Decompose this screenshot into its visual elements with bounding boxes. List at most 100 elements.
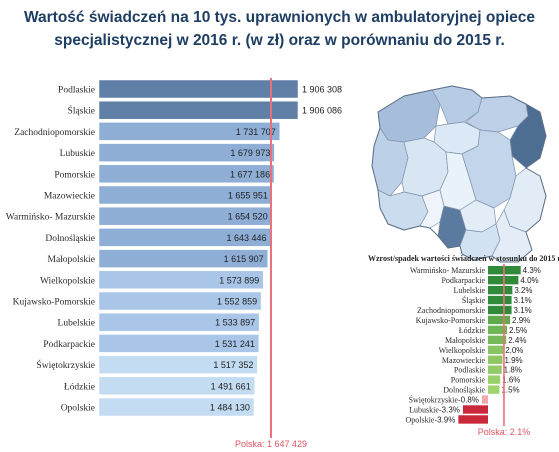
bar-swietokrzyskie xyxy=(98,355,258,374)
map-region-dolnoslaskie xyxy=(377,189,429,231)
change-bar-swietokrzyskie xyxy=(481,395,488,404)
category-label-kujawsko-pomorskie: Kujawsko-Pomorskie xyxy=(13,298,95,308)
change-value-warminsko-mazurskie: 4.3% xyxy=(523,266,541,275)
change-bar-lodzkie xyxy=(488,325,507,335)
category-label-opolskie: Opolskie xyxy=(61,404,95,414)
category-label-lubuskie: Lubuskie xyxy=(60,149,95,159)
change-bar-wielkopolskie xyxy=(488,345,504,354)
change-category-kujawsko-pomorskie: Kujawsko-Pomorskie xyxy=(416,316,486,325)
value-label-lubuskie: 1 679 973 xyxy=(230,148,270,158)
change-value-dolnoslaskie: 1.5% xyxy=(501,386,519,395)
value-label-podlaskie: 1 906 308 xyxy=(302,85,342,95)
bar-kujawsko-pomorskie xyxy=(98,291,262,311)
category-label-slaskie: Śląskie xyxy=(68,105,95,117)
value-label-wielkopolskie: 1 573 899 xyxy=(219,275,259,285)
value-label-mazowieckie: 1 655 951 xyxy=(228,191,268,201)
change-value-slaskie: 3.1% xyxy=(514,296,532,305)
value-label-podkarpackie: 1 531 241 xyxy=(215,339,255,349)
poland-map xyxy=(371,85,547,263)
change-value-lubelskie: 3.2% xyxy=(514,286,532,295)
bar-podlaskie xyxy=(98,79,299,99)
category-label-wielkopolskie: Wielkopolskie xyxy=(40,276,95,286)
title-line-1: Wartość świadczeń na 10 tys. uprawnionyc… xyxy=(23,9,536,26)
category-label-malopolskie: Małopolskie xyxy=(48,255,96,265)
value-label-opolskie: 1 484 130 xyxy=(210,403,250,413)
bar-pomorskie xyxy=(98,164,275,184)
change-chart-title: Wzrost/spadek wartości świadczeń w stosu… xyxy=(368,254,559,263)
category-label-pomorskie: Pomorskie xyxy=(54,170,95,180)
change-category-podkarpackie: Podkarpackie xyxy=(441,276,485,285)
change-category-dolnoslaskie: Dolnośląskie xyxy=(443,386,485,395)
change-bar-mazowieckie xyxy=(488,355,503,364)
bar-lodzkie xyxy=(98,376,255,396)
change-value-pomorskie: 1.6% xyxy=(502,376,520,385)
bar-malopolskie xyxy=(98,249,268,268)
change-bar-dolnoslaskie xyxy=(488,385,500,394)
category-label-lubelskie: Lubelskie xyxy=(58,319,95,329)
bar-wielkopolskie xyxy=(98,270,264,290)
change-value-mazowieckie: 1.9% xyxy=(504,356,522,365)
change-category-warminsko-mazurskie: Warmińsko- Mazurskie xyxy=(410,266,486,275)
title-line-2: specjalistycznej w 2016 r. (w zł) oraz w… xyxy=(54,32,505,49)
bar-lubelskie xyxy=(98,312,260,332)
page-title: Wartość świadczeń na 10 tys. uprawnionyc… xyxy=(0,6,559,52)
change-bar-pomorskie xyxy=(488,375,501,384)
category-label-swietokrzyskie: Świętokrzyskie xyxy=(36,359,95,371)
value-label-pomorskie: 1 677 186 xyxy=(230,169,270,179)
change-value-opolskie: -3.9% xyxy=(434,415,455,424)
category-label-podkarpackie: Podkarpackie xyxy=(43,340,95,350)
change-category-malopolskie: Małopolskie xyxy=(445,336,485,345)
category-label-zachodniopomorskie: Zachodniopomorskie xyxy=(14,128,95,138)
value-label-malopolskie: 1 615 907 xyxy=(224,254,264,264)
change-category-mazowieckie: Mazowieckie xyxy=(442,356,486,365)
value-label-zachodniopomorskie: 1 731 707 xyxy=(236,127,276,137)
bar-podkarpackie xyxy=(98,334,260,353)
change-value-malopolskie: 2.4% xyxy=(508,336,526,345)
category-label-lodzkie: Łódzkie xyxy=(64,382,95,392)
change-value-swietokrzyskie: -0.8% xyxy=(458,396,479,405)
change-value-lubuskie: -3.3% xyxy=(439,406,460,415)
value-label-swietokrzyskie: 1 517 352 xyxy=(213,360,253,370)
value-label-lubelskie: 1 533 897 xyxy=(215,318,255,328)
change-category-lodzkie: Łódzkie xyxy=(459,326,486,335)
change-category-podlaskie: Podlaskie xyxy=(454,366,486,375)
value-label-slaskie: 1 906 086 xyxy=(302,106,342,116)
map-region-zachodniopomorskie xyxy=(377,89,441,143)
change-category-pomorskie: Pomorskie xyxy=(451,376,486,385)
change-value-kujawsko-pomorskie: 2.9% xyxy=(512,316,530,325)
main-bars: Podlaskie 1 906 308 Śląskie 1 906 086 Zachod… xyxy=(6,78,342,449)
change-category-slaskie: Śląskie xyxy=(462,295,486,305)
change-bar-podlaskie xyxy=(488,365,502,374)
change-bar-lubelskie xyxy=(488,285,513,295)
bar-lubuskie xyxy=(98,143,275,162)
change-category-opolskie: Opolskie xyxy=(405,415,434,424)
change-reference-label: Polska: 2.1% xyxy=(478,427,531,437)
map-region-mazowieckie xyxy=(461,129,517,209)
value-label-dolnoslaskie: 1 643 446 xyxy=(227,233,267,243)
change-bar-chart: Wzrost/spadek wartości świadczeń w stosu… xyxy=(368,254,559,437)
change-bar-malopolskie xyxy=(488,335,507,345)
change-category-zachodniopomorskie: Zachodniopomorskie xyxy=(417,306,485,315)
category-label-podlaskie: Podlaskie xyxy=(58,86,95,96)
map-outline xyxy=(371,85,547,263)
value-label-warminsko-mazurskie: 1 654 520 xyxy=(228,212,268,222)
bar-opolskie xyxy=(98,397,255,417)
change-bar-lubuskie xyxy=(462,405,488,414)
reference-label: Polska: 1 647 429 xyxy=(235,439,307,449)
value-label-lodzkie: 1 491 661 xyxy=(211,381,251,391)
change-value-podlaskie: 1.8% xyxy=(504,366,522,375)
change-value-podkarpackie: 4.0% xyxy=(520,276,538,285)
change-value-zachodniopomorskie: 3.1% xyxy=(514,306,532,315)
change-bar-kujawsko-pomorskie xyxy=(488,315,511,325)
bar-slaskie xyxy=(98,100,299,120)
bar-zachodniopomorskie xyxy=(98,122,281,141)
change-category-lubelskie: Lubelskie xyxy=(453,286,485,295)
change-value-lodzkie: 2.5% xyxy=(509,326,527,335)
change-value-wielkopolskie: 2.0% xyxy=(505,346,523,355)
category-label-mazowieckie: Mazowieckie xyxy=(44,192,95,202)
value-label-kujawsko-pomorskie: 1 552 859 xyxy=(217,297,257,307)
change-category-wielkopolskie: Wielkopolskie xyxy=(439,346,486,355)
category-label-warminsko-mazurskie: Warmińsko- Mazurskie xyxy=(6,213,95,223)
change-bar-zachodniopomorskie xyxy=(488,305,512,315)
